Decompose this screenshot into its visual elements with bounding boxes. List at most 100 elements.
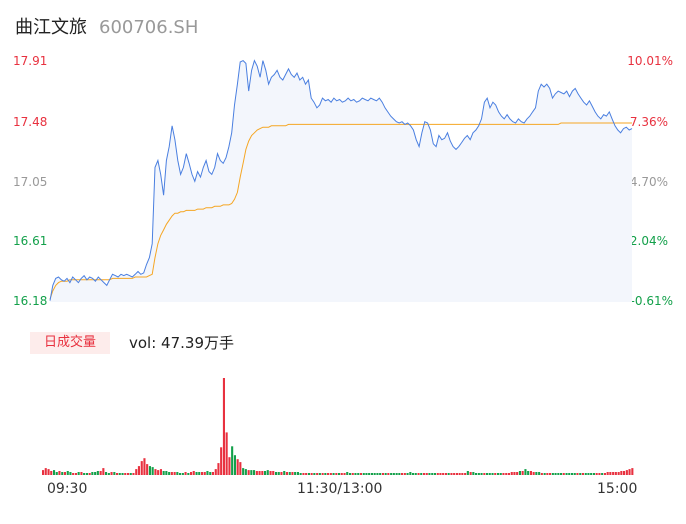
volume-bar [480,473,483,475]
volume-bar [88,473,91,475]
volume-bar [436,473,439,475]
volume-bar [392,473,395,475]
volume-bar [124,473,127,475]
volume-bar [118,473,121,475]
volume-bar [518,471,521,475]
volume-bar [365,473,368,475]
volume-bar [370,473,373,475]
volume-bar [620,471,623,475]
volume-bar [66,471,69,475]
volume-bar [507,473,510,475]
volume-bar [513,472,516,475]
volume-bar [483,473,486,475]
volume-bar [316,473,319,475]
volume-bar [132,473,135,475]
volume-bar [170,472,173,475]
volume-bar [296,472,299,475]
volume-bar [85,473,88,475]
volume-bar [516,472,519,475]
volume-bar [269,471,272,475]
volume-bar [414,473,417,475]
volume-bar [211,472,214,475]
y-tick-label: 16.18 [13,294,48,308]
volume-bar [129,473,132,475]
stock-name: 曲江文旅 [15,17,87,38]
volume-bar [603,473,606,475]
price-area-fill [50,60,632,302]
volume-bar [390,473,393,475]
volume-bar [444,473,447,475]
volume-bar [264,471,267,475]
stock-code: 600706.SH [99,17,199,38]
volume-bar [475,473,478,475]
pct-tick-label: 2.04% [629,234,668,248]
volume-bar [472,472,475,475]
volume-bar [159,469,162,475]
pct-tick-label: -0.61% [630,294,673,308]
volume-bar [614,472,617,475]
y-tick-label: 17.48 [13,115,48,129]
volume-bar [439,473,442,475]
pct-tick-label: 7.36% [629,115,668,129]
volume-bar [192,471,195,475]
volume-bars [42,378,634,475]
volume-badge: 日成交量 [30,332,110,354]
volume-bar [96,471,99,475]
volume-bar [562,473,565,475]
volume-bar [362,473,365,475]
volume-bar [105,472,108,475]
average-price-line [49,122,632,300]
x-tick-label: 15:00 [597,481,638,497]
volume-bar [239,462,242,475]
volume-bar [228,457,231,475]
volume-bar [61,472,64,475]
volume-bar [203,472,206,475]
volume-bar [327,473,330,475]
volume-bar [50,471,53,475]
volume-bar [72,473,75,475]
volume-bar [236,459,239,475]
volume-bar [368,473,371,475]
volume-bar [469,472,472,475]
volume-bar [420,473,423,475]
volume-bar [549,473,552,475]
volume-bar [571,473,574,475]
volume-bar [551,473,554,475]
pct-tick-label: 4.70% [629,175,668,189]
volume-bar [631,468,634,475]
volume-bar [568,473,571,475]
volume-bar [184,472,187,475]
volume-bar [428,473,431,475]
volume-bar [579,473,582,475]
volume-bar [165,471,168,475]
volume-bar [395,473,398,475]
volume-bar [373,473,376,475]
volume-bar [412,473,415,475]
volume-bar [584,473,587,475]
volume-bar [491,473,494,475]
volume-bar [554,473,557,475]
volume-bar [401,473,404,475]
volume-bar [612,472,615,475]
volume-bar [277,472,280,475]
volume-bar [477,473,480,475]
volume-bar [91,472,94,475]
volume-bar [151,467,154,475]
volume-bar [302,473,305,475]
volume-bar [595,473,598,475]
volume-bar [461,473,464,475]
volume-bar [598,473,601,475]
y-tick-label: 17.91 [13,54,48,68]
volume-bar [357,473,360,475]
volume-bar [532,472,535,475]
volume-bar [318,473,321,475]
volume-bar [110,472,113,475]
volume-bar [488,473,491,475]
volume-bar [225,432,228,475]
volume-bar [176,472,179,475]
volume-bar [576,473,579,475]
volume-bar [162,471,165,475]
volume-bar [406,473,409,475]
volume-bar [592,473,595,475]
